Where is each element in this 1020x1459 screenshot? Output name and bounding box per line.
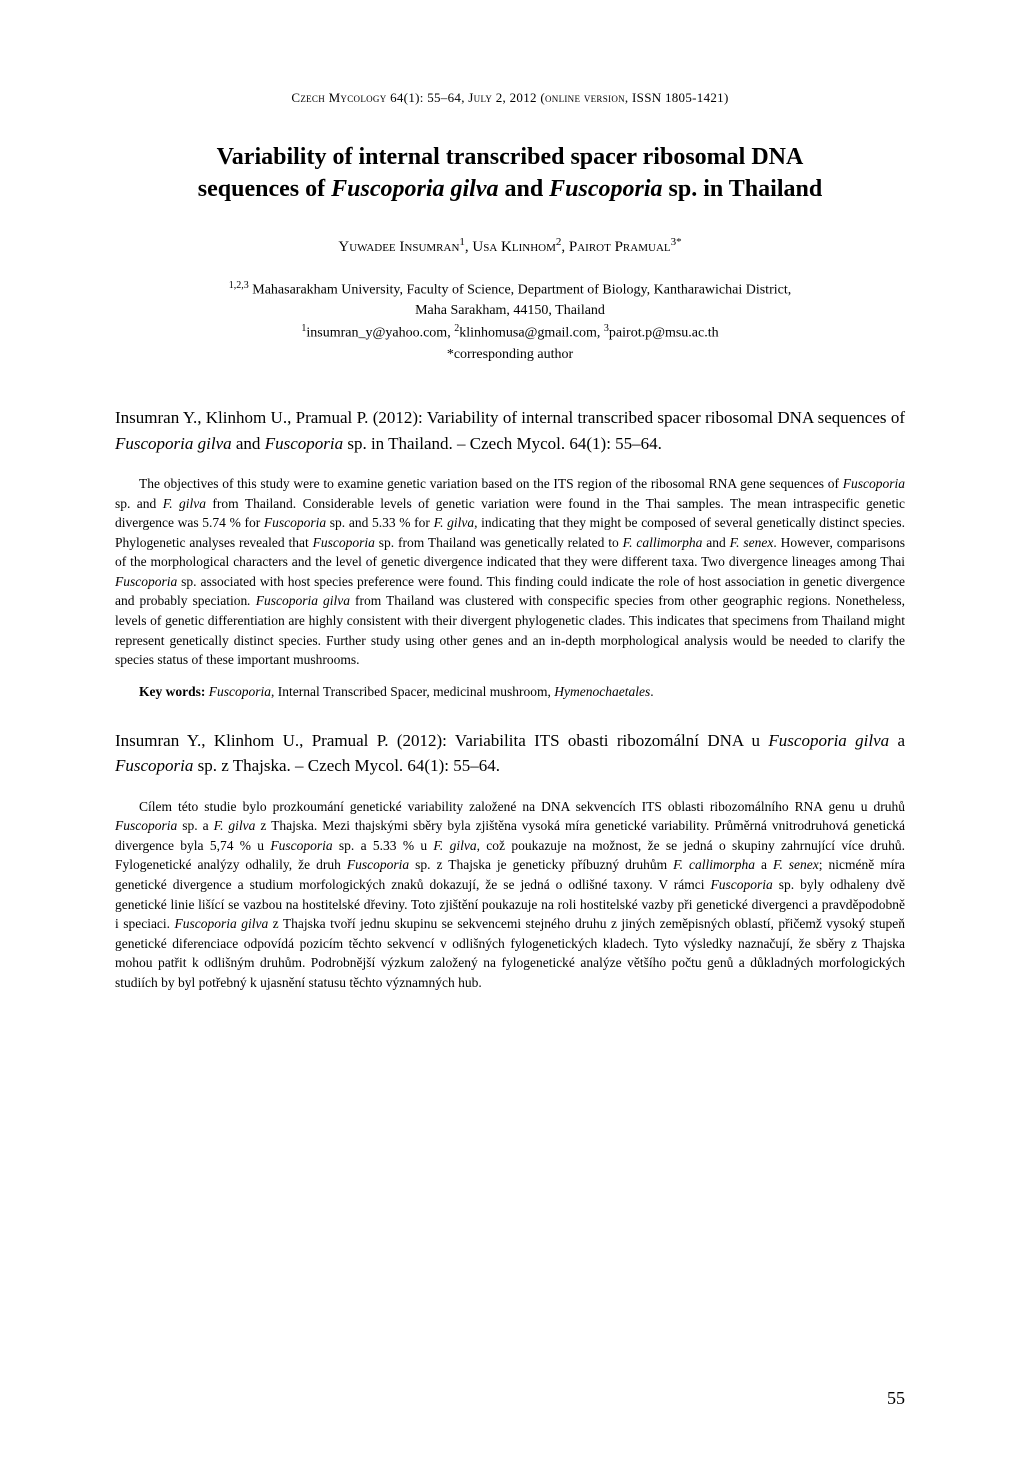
- abs-p: Fuscoporia: [115, 574, 177, 589]
- affil-line1: Mahasarakham University, Faculty of Scie…: [252, 282, 791, 297]
- author2-name: Usa Klinhom: [472, 239, 555, 255]
- kw-c: , Internal Transcribed Spacer, medicinal…: [271, 684, 554, 699]
- article-title: Variability of internal transcribed spac…: [115, 141, 905, 206]
- author1-name: Yuwadee Insumran: [338, 239, 459, 255]
- citation-a: Insumran Y., Klinhom U., Pramual P. (201…: [115, 408, 905, 427]
- abs2-l: F. callimorpha: [673, 857, 755, 872]
- citation2-a: Insumran Y., Klinhom U., Pramual P. (201…: [115, 731, 768, 750]
- abs2-a: Cílem této studie bylo prozkoumání genet…: [139, 799, 905, 814]
- author3-sup: 3*: [671, 236, 682, 248]
- abs2-f: Fuscoporia: [270, 838, 332, 853]
- authors: Yuwadee Insumran1, Usa Klinhom2, Pairot …: [115, 236, 905, 256]
- abs-a: The objectives of this study were to exa…: [139, 476, 843, 491]
- title-line2-d: Fuscoporia: [549, 176, 662, 202]
- journal-header: Czech Mycology 64(1): 55–64, July 2, 201…: [115, 90, 905, 106]
- affiliation: 1,2,3 Mahasarakham University, Faculty o…: [115, 278, 905, 365]
- citation-english: Insumran Y., Klinhom U., Pramual P. (201…: [115, 405, 905, 456]
- abs-g: sp. and 5.33 % for: [326, 515, 433, 530]
- author2-sup: 2: [556, 236, 562, 248]
- abs2-p: Fuscoporia: [711, 877, 773, 892]
- abs-h: F. gilva: [434, 515, 475, 530]
- kw-b: Fuscoporia: [209, 684, 271, 699]
- abs2-r: Fuscoporia gilva: [175, 916, 269, 931]
- citation-c: and: [232, 434, 265, 453]
- abs-c: sp. and: [115, 496, 163, 511]
- kw-e: .: [650, 684, 653, 699]
- abs2-b: Fuscoporia: [115, 818, 177, 833]
- title-line2-e: sp. in Thailand: [663, 176, 823, 202]
- abs2-g: sp. a 5.33 % u: [333, 838, 434, 853]
- corresponding-author: *corresponding author: [447, 347, 573, 362]
- author1-sup: 1: [459, 236, 465, 248]
- citation-d: Fuscoporia: [265, 434, 343, 453]
- citation2-e: sp. z Thajska. – Czech Mycol. 64(1): 55–…: [193, 756, 500, 775]
- citation2-d: Fuscoporia: [115, 756, 193, 775]
- abstract-czech: Cílem této studie bylo prozkoumání genet…: [115, 797, 905, 993]
- affil-line2: Maha Sarakham, 44150, Thailand: [415, 303, 605, 318]
- title-line2-c: and: [498, 176, 549, 202]
- abs-j: Fuscoporia: [313, 535, 375, 550]
- abs-k: sp. from Thailand was genetically relate…: [375, 535, 623, 550]
- abs-m: and: [702, 535, 729, 550]
- citation2-b: Fuscoporia gilva: [768, 731, 889, 750]
- email2: klinhomusa@gmail.com: [459, 326, 597, 341]
- affil-sup: 1,2,3: [229, 280, 249, 291]
- abs2-n: F. senex: [773, 857, 819, 872]
- abs2-k: sp. z Thajska je geneticky příbuzný druh…: [409, 857, 673, 872]
- citation-czech: Insumran Y., Klinhom U., Pramual P. (201…: [115, 728, 905, 779]
- abstract-english: The objectives of this study were to exa…: [115, 474, 905, 670]
- abs-b: Fuscoporia: [843, 476, 905, 491]
- email3: pairot.p@msu.ac.th: [609, 326, 719, 341]
- page-number: 55: [887, 1388, 905, 1409]
- abs-n: F. senex: [730, 535, 774, 550]
- citation-e: sp. in Thailand. – Czech Mycol. 64(1): 5…: [343, 434, 662, 453]
- abs2-j: Fuscoporia: [347, 857, 409, 872]
- title-line1: Variability of internal transcribed spac…: [217, 144, 804, 170]
- keywords-label: Key words:: [139, 684, 205, 699]
- abs-d: F. gilva: [163, 496, 206, 511]
- abs-r: . Fuscoporia gilva: [247, 593, 350, 608]
- abs-l: F. callimorpha: [623, 535, 703, 550]
- abs2-h: F. gilva: [433, 838, 476, 853]
- title-line2-a: sequences of: [198, 176, 331, 202]
- abs2-d: F. gilva: [214, 818, 256, 833]
- page-container: Czech Mycology 64(1): 55–64, July 2, 201…: [0, 0, 1020, 1459]
- keywords: Key words: Fuscoporia, Internal Transcri…: [115, 684, 905, 700]
- citation2-c: a: [889, 731, 905, 750]
- email1: insumran_y@yahoo.com: [306, 326, 447, 341]
- citation-b: Fuscoporia gilva: [115, 434, 232, 453]
- abs2-c: sp. a: [177, 818, 213, 833]
- title-line2-b: Fuscoporia gilva: [331, 176, 498, 202]
- abs-f: Fuscoporia: [264, 515, 326, 530]
- author3-name: Pairot Pramual: [569, 239, 671, 255]
- kw-d: Hymenochaetales: [554, 684, 650, 699]
- abs2-m: a: [755, 857, 773, 872]
